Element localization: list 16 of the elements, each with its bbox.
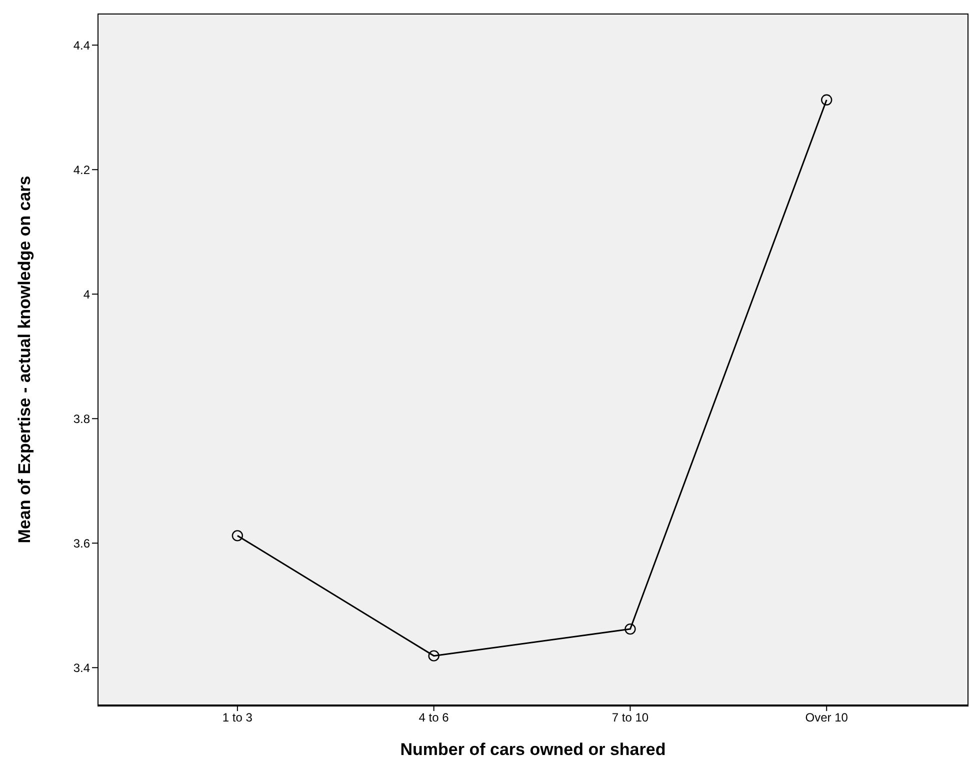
- y-tick-label: 4.2: [73, 162, 90, 177]
- x-tick-label: 4 to 6: [418, 710, 450, 725]
- point: [821, 94, 832, 106]
- y-tick-label: 3.4: [73, 660, 90, 675]
- y-axis-title: Mean of Expertise - actual knowledge on cars: [15, 176, 34, 544]
- point: [428, 650, 440, 662]
- x-tick-label: 1 to 3: [222, 710, 253, 725]
- y-tick-label: 3.6: [73, 536, 90, 550]
- point: [232, 530, 244, 542]
- y-tick-label: 4: [83, 287, 90, 302]
- y-tick-label: 4.4: [73, 38, 90, 52]
- point: [624, 623, 636, 635]
- x-axis-title: Number of cars owned or shared: [400, 740, 666, 759]
- x-tick-label: Over 10: [805, 710, 848, 725]
- x-tick-label: 7 to 10: [612, 710, 649, 725]
- y-tick-label: 3.8: [73, 412, 90, 426]
